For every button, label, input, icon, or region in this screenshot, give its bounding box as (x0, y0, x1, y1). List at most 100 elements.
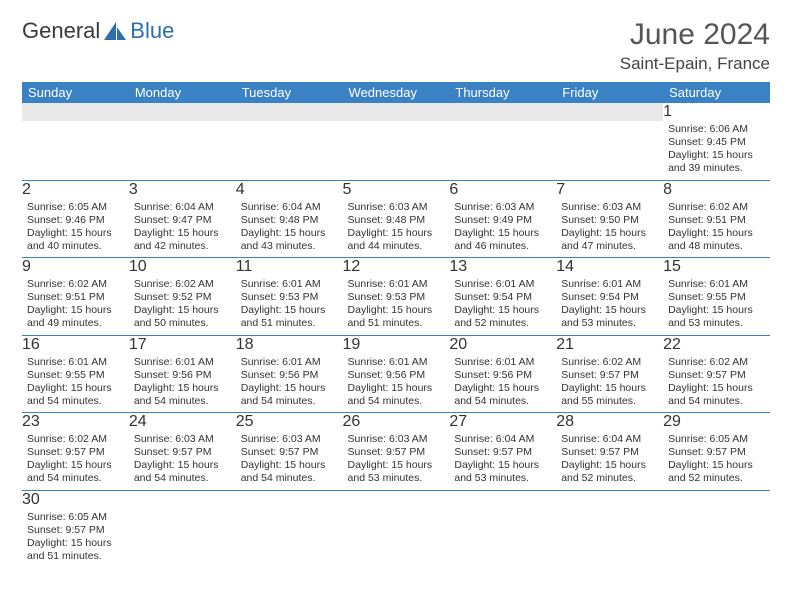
sunset-text: Sunset: 9:56 PM (241, 369, 338, 382)
daylight-text-1: Daylight: 15 hours (348, 227, 445, 240)
day-number: 5 (343, 181, 450, 199)
day-cell: 27Sunrise: 6:04 AMSunset: 9:57 PMDayligh… (449, 413, 556, 491)
daylight-text-1: Daylight: 15 hours (348, 304, 445, 317)
sunset-text: Sunset: 9:54 PM (454, 291, 551, 304)
sunset-text: Sunset: 9:55 PM (27, 369, 124, 382)
day-number: 25 (236, 413, 343, 431)
day-cell: 23Sunrise: 6:02 AMSunset: 9:57 PMDayligh… (22, 413, 129, 491)
sunrise-text: Sunrise: 6:03 AM (348, 433, 445, 446)
day-number (556, 491, 663, 509)
day-number: 10 (129, 258, 236, 276)
daylight-text-2: and 47 minutes. (561, 240, 658, 253)
sunset-text: Sunset: 9:51 PM (668, 214, 765, 227)
day-body: Sunrise: 6:04 AMSunset: 9:57 PMDaylight:… (556, 431, 663, 490)
week-row: 30Sunrise: 6:05 AMSunset: 9:57 PMDayligh… (22, 490, 770, 567)
daylight-text-1: Daylight: 15 hours (561, 459, 658, 472)
page-title: June 2024 (620, 18, 770, 52)
day-number (236, 103, 343, 121)
day-number: 15 (663, 258, 770, 276)
sunset-text: Sunset: 9:57 PM (241, 446, 338, 459)
day-cell: 6Sunrise: 6:03 AMSunset: 9:49 PMDaylight… (449, 180, 556, 258)
sunset-text: Sunset: 9:49 PM (454, 214, 551, 227)
day-number (449, 491, 556, 509)
sunset-text: Sunset: 9:46 PM (27, 214, 124, 227)
logo: General Blue (22, 18, 174, 44)
day-cell: 19Sunrise: 6:01 AMSunset: 9:56 PMDayligh… (343, 335, 450, 413)
sunrise-text: Sunrise: 6:01 AM (348, 356, 445, 369)
sunrise-text: Sunrise: 6:01 AM (454, 278, 551, 291)
sunrise-text: Sunrise: 6:01 AM (241, 278, 338, 291)
day-body: Sunrise: 6:01 AMSunset: 9:55 PMDaylight:… (663, 276, 770, 335)
day-number: 29 (663, 413, 770, 431)
day-number: 14 (556, 258, 663, 276)
day-number: 2 (22, 181, 129, 199)
sunrise-text: Sunrise: 6:02 AM (668, 356, 765, 369)
daylight-text-2: and 52 minutes. (454, 317, 551, 330)
daylight-text-2: and 54 minutes. (241, 472, 338, 485)
logo-text-1: General (22, 18, 100, 44)
day-number: 3 (129, 181, 236, 199)
day-cell: 15Sunrise: 6:01 AMSunset: 9:55 PMDayligh… (663, 258, 770, 336)
day-number: 28 (556, 413, 663, 431)
day-number: 23 (22, 413, 129, 431)
day-body (343, 121, 450, 173)
sunset-text: Sunset: 9:57 PM (27, 446, 124, 459)
day-cell: 22Sunrise: 6:02 AMSunset: 9:57 PMDayligh… (663, 335, 770, 413)
daylight-text-2: and 54 minutes. (668, 395, 765, 408)
sunrise-text: Sunrise: 6:02 AM (27, 433, 124, 446)
day-body: Sunrise: 6:01 AMSunset: 9:53 PMDaylight:… (236, 276, 343, 335)
daylight-text-1: Daylight: 15 hours (668, 459, 765, 472)
daylight-text-2: and 51 minutes. (241, 317, 338, 330)
empty-cell (343, 103, 450, 180)
day-number: 30 (22, 491, 129, 509)
day-body: Sunrise: 6:03 AMSunset: 9:57 PMDaylight:… (343, 431, 450, 490)
calendar-table: Sunday Monday Tuesday Wednesday Thursday… (22, 82, 770, 567)
day-body: Sunrise: 6:01 AMSunset: 9:54 PMDaylight:… (556, 276, 663, 335)
daylight-text-1: Daylight: 15 hours (27, 459, 124, 472)
day-number (236, 491, 343, 509)
daylight-text-1: Daylight: 15 hours (348, 382, 445, 395)
day-body: Sunrise: 6:02 AMSunset: 9:57 PMDaylight:… (22, 431, 129, 490)
day-body (236, 121, 343, 173)
sunrise-text: Sunrise: 6:04 AM (454, 433, 551, 446)
day-body (556, 121, 663, 173)
day-number: 1 (663, 103, 770, 121)
daylight-text-1: Daylight: 15 hours (668, 304, 765, 317)
sunrise-text: Sunrise: 6:01 AM (241, 356, 338, 369)
day-cell: 29Sunrise: 6:05 AMSunset: 9:57 PMDayligh… (663, 413, 770, 491)
day-body (663, 509, 770, 561)
daylight-text-2: and 44 minutes. (348, 240, 445, 253)
week-row: 2 Sunrise: 6:05 AMSunset: 9:46 PM Daylight… (22, 180, 770, 258)
day-number: 6 (449, 181, 556, 199)
day-body (343, 509, 450, 561)
daylight-text-2: and 48 minutes. (668, 240, 765, 253)
day-header: Wednesday (343, 82, 450, 103)
day-body: Sunrise: 6:06 AMSunset: 9:45 PMDaylight:… (663, 121, 770, 180)
day-cell: 20Sunrise: 6:01 AMSunset: 9:56 PMDayligh… (449, 335, 556, 413)
sunset-text: Sunset: 9:53 PM (241, 291, 338, 304)
sunset-text: Sunset: 9:50 PM (561, 214, 658, 227)
daylight-text-1: Daylight: 15 hours (454, 459, 551, 472)
sail-icon (102, 20, 128, 42)
day-cell: 2Sunrise: 6:05 AMSunset: 9:46 PMDaylight… (22, 180, 129, 258)
sunrise-text: Sunrise: 6:02 AM (561, 356, 658, 369)
day-body: Sunrise: 6:01 AMSunset: 9:54 PMDaylight:… (449, 276, 556, 335)
day-cell: 3Sunrise: 6:04 AMSunset: 9:47 PMDaylight… (129, 180, 236, 258)
day-cell: 8Sunrise: 6:02 AMSunset: 9:51 PMDaylight… (663, 180, 770, 258)
empty-cell (556, 103, 663, 180)
daylight-text-1: Daylight: 15 hours (561, 304, 658, 317)
day-number: 4 (236, 181, 343, 199)
daylight-text-2: and 54 minutes. (348, 395, 445, 408)
sunset-text: Sunset: 9:56 PM (348, 369, 445, 382)
day-number (129, 103, 236, 121)
daylight-text-2: and 40 minutes. (27, 240, 124, 253)
sunrise-text: Sunrise: 6:06 AM (668, 123, 765, 136)
day-body (236, 509, 343, 561)
sunset-text: Sunset: 9:48 PM (241, 214, 338, 227)
daylight-text-1: Daylight: 15 hours (561, 227, 658, 240)
sunrise-text: Sunrise: 6:05 AM (27, 201, 124, 214)
day-body: Sunrise: 6:04 AMSunset: 9:48 PMDaylight:… (236, 199, 343, 258)
day-header: Tuesday (236, 82, 343, 103)
day-body: Sunrise: 6:02 AMSunset: 9:57 PMDaylight:… (556, 354, 663, 413)
sunrise-text: Sunrise: 6:04 AM (134, 201, 231, 214)
